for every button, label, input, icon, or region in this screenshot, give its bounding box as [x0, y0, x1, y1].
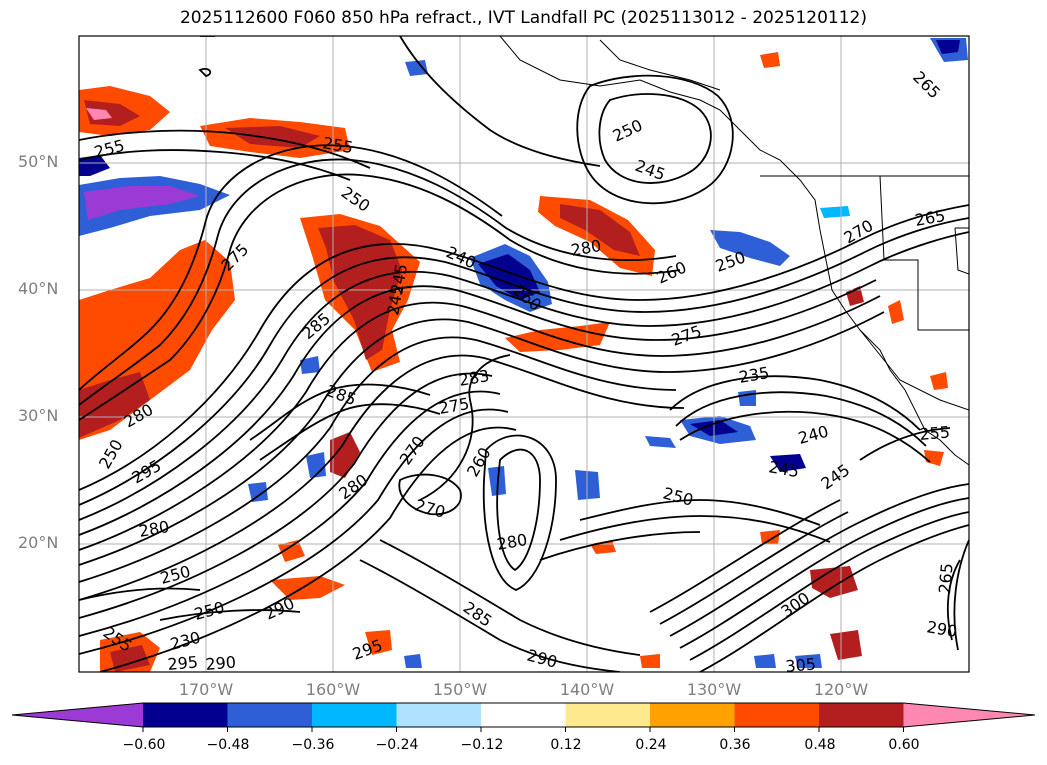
lon-label-170w: 170°W — [178, 680, 234, 699]
colorbar-extend-max — [903, 703, 1035, 727]
lon-label-140w: 140°W — [559, 680, 615, 699]
colorbar-tick-label: −0.24 — [375, 737, 419, 753]
lon-label-120w: 120°W — [813, 680, 869, 699]
colorbar-segment — [143, 703, 228, 727]
colorbar-extend-min — [12, 703, 143, 727]
contour-label: 265 — [935, 562, 957, 594]
colorbar-tick-label: 0.48 — [804, 737, 836, 753]
contour-label: 305 — [785, 654, 817, 676]
map-title: 2025112600 F060 850 hPa refract., IVT La… — [179, 8, 867, 28]
colorbar-tick-label: 0.24 — [635, 737, 667, 753]
colorbar-tick-label: 0.36 — [719, 737, 751, 753]
colorbar-segment — [650, 703, 735, 727]
contour-label: 290 — [205, 652, 237, 674]
colorbar-tick-label: 0.12 — [550, 737, 582, 753]
lat-label-30n: 30°N — [18, 406, 59, 425]
lon-label-160w: 160°W — [305, 680, 361, 699]
lat-label-20n: 20°N — [18, 533, 59, 552]
colorbar-tick-label: −0.12 — [460, 737, 504, 753]
lat-label-50n: 50°N — [18, 152, 59, 171]
colorbar-segment — [734, 703, 820, 727]
colorbar-segment — [396, 703, 482, 727]
colorbar-tick-label: −0.60 — [122, 737, 166, 753]
colorbar-segment — [481, 703, 566, 727]
colorbar-tick-label: −0.48 — [206, 737, 250, 753]
colorbar — [11, 702, 1036, 732]
colorbar-segment — [312, 703, 397, 727]
contour-lines — [79, 36, 969, 672]
negative-anomaly-fill — [79, 38, 968, 668]
colorbar-tick-label: −0.36 — [291, 737, 335, 753]
colorbar-tick-label: 0.60 — [888, 737, 920, 753]
map-frame — [78, 35, 970, 673]
contour-label: 255 — [919, 422, 951, 444]
contour-label: 295 — [167, 652, 199, 674]
colorbar-segment — [565, 703, 651, 727]
colorbar-segment — [819, 703, 904, 727]
graticule — [79, 36, 969, 672]
colorbar-segment — [227, 703, 313, 727]
lon-label-130w: 130°W — [686, 680, 742, 699]
coastlines — [499, 36, 969, 466]
lon-label-150w: 150°W — [432, 680, 488, 699]
lat-label-40n: 40°N — [18, 279, 59, 298]
